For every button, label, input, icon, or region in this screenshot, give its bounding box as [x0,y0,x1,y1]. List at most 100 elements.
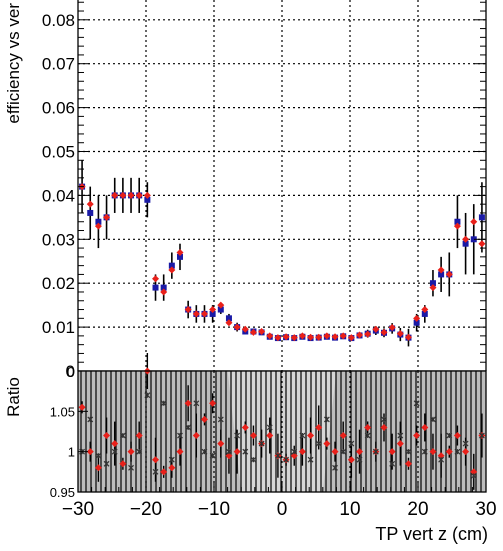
ratio-point-dark [217,416,224,423]
efficiency-point-series-b [111,191,119,199]
ratio-point-dark [234,432,241,439]
efficiency-point-series-a [209,310,216,317]
ratio-point-red [86,448,94,456]
efficiency-point-series-a [225,315,232,322]
efficiency-point-series-a [478,214,485,221]
ratio-point-dark [168,456,175,463]
ratio-point-dark [283,456,290,463]
efficiency-point-series-b [184,306,192,314]
efficiency-point-series-b [331,333,339,341]
ratio-point-dark [87,416,94,423]
efficiency-y-axis-label: efficiency vs ver [4,3,23,124]
efficiency-point-series-a [438,271,445,278]
ratio-y-tick-label: 1 [68,445,75,460]
ratio-x-tick-label: 30 [475,499,496,520]
efficiency-point-series-a [160,284,167,291]
ratio-point-red [119,460,127,468]
efficiency-point-series-b [94,222,102,230]
efficiency-marks [78,160,486,347]
ratio-x-tick-label: −10 [198,499,230,520]
efficiency-point-series-b [356,331,364,339]
efficiency-point-series-b [470,218,478,226]
efficiency-y-tick-zero-label: 0 [67,364,75,381]
ratio-point-red [217,440,225,448]
ratio-point-red [404,460,412,468]
ratio-point-dark [413,400,420,407]
efficiency-point-series-b [168,266,176,274]
efficiency-point-series-b [290,334,298,342]
efficiency-axes: 00.010.020.030.040.050.060.070.080.09 [42,0,487,381]
efficiency-point-series-b [233,323,241,331]
ratio-point-dark [438,456,445,463]
efficiency-point-series-a [429,280,436,287]
efficiency-point-series-b [413,314,421,322]
ratio-point-dark [389,460,396,467]
ratio-point-red [233,448,241,456]
ratio-point-dark [152,468,159,475]
efficiency-point-series-b [307,333,315,341]
ratio-point-dark [364,432,371,439]
ratio-point-dark [160,400,167,407]
efficiency-point-series-a [217,306,224,313]
ratio-axes: 0.95 1 1.05 0 −30 −20 −10 0 10 20 30 [50,364,497,520]
efficiency-point-series-b [209,306,217,314]
ratio-point-dark [372,448,379,455]
efficiency-y-tick-label: 0.03 [42,230,75,249]
efficiency-y-tick-label: 0.02 [42,274,75,293]
ratio-point-dark [144,392,151,399]
efficiency-point-series-b [160,288,168,296]
ratio-point-red [184,399,192,407]
efficiency-point-series-b [127,191,135,199]
efficiency-point-series-b [241,325,249,333]
ratio-point-red [339,432,347,440]
efficiency-point-series-b [339,332,347,340]
ratio-point-dark [226,448,232,455]
efficiency-point-series-b [478,240,486,248]
ratio-point-red [192,432,200,440]
ratio-point-red [78,403,86,411]
efficiency-point-series-b [274,334,282,342]
ratio-point-dark [250,456,257,463]
ratio-point-red [127,448,135,456]
ratio-point-dark [397,432,404,439]
ratio-point-red [413,432,421,440]
ratio-point-dark [356,456,363,463]
efficiency-point-series-b [445,270,453,278]
efficiency-point-series-b [372,325,380,333]
ratio-point-dark [299,432,306,439]
ratio-y-tick-label: 1.05 [50,404,75,419]
efficiency-point-series-b [176,248,184,256]
efficiency-point-series-b [103,213,111,221]
ratio-point-dark [462,440,469,447]
ratio-point-red [331,448,339,456]
ratio-point-red [364,423,372,431]
ratio-point-dark [348,440,355,447]
efficiency-point-series-a [454,218,461,225]
ratio-marks [78,353,486,490]
ratio-point-red [160,468,168,476]
ratio-y-tick-label: 0.95 [50,485,75,500]
ratio-point-dark [421,448,428,455]
ratio-point-red [200,415,208,423]
ratio-point-dark [478,432,485,439]
ratio-point-dark [128,464,134,471]
ratio-point-dark [430,416,436,423]
efficiency-point-series-b [200,310,208,318]
ratio-x-tick-label: −30 [62,499,94,520]
ratio-panel: 0.95 1 1.05 0 −30 −20 −10 0 10 20 30 [50,353,497,520]
efficiency-y-tick-label: 0.08 [42,11,75,30]
ratio-point-dark [323,416,330,423]
efficiency-y-tick-label: 0.01 [42,318,75,337]
ratio-point-red [356,448,364,456]
efficiency-point-series-b [388,324,396,332]
efficiency-point-series-b [453,222,461,230]
ratio-point-dark [307,456,314,463]
ratio-point-dark [315,440,322,447]
ratio-point-red [462,448,470,456]
ratio-x-axis-label: TP vert z (cm) [375,524,488,544]
efficiency-point-series-b [86,200,94,208]
efficiency-point-series-b [364,330,372,338]
efficiency-point-series-a [168,262,175,269]
ratio-point-dark [381,416,387,423]
ratio-point-dark [340,448,347,455]
